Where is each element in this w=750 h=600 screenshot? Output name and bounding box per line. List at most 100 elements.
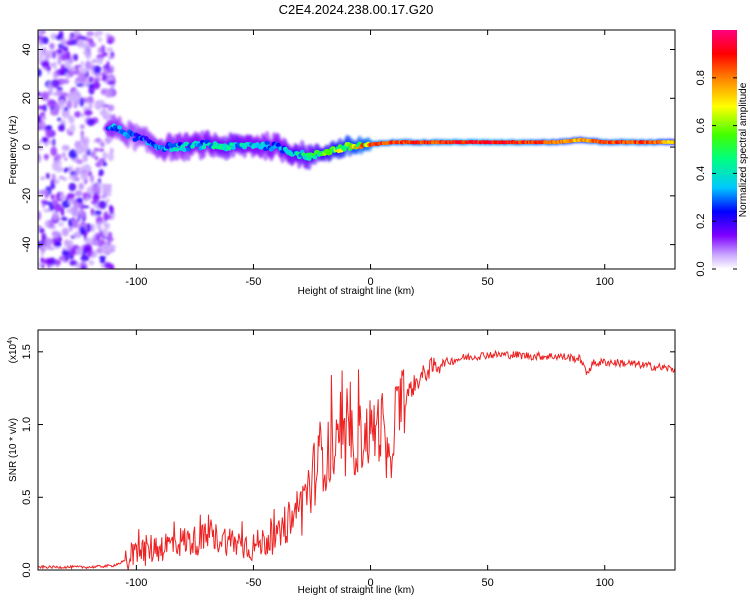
spectrogram-noise-cell <box>84 223 93 233</box>
spectrogram-noise-cell <box>68 175 75 180</box>
spectrogram-noise-cell <box>58 30 64 39</box>
spectrogram-noise-cell <box>67 131 74 136</box>
spectrogram-noise-cell <box>77 39 85 49</box>
spectrogram-noise-cell <box>104 262 112 269</box>
spectrogram-noise-cell <box>79 124 85 130</box>
spectrogram-noise-cell <box>38 142 41 147</box>
spectrogram-noise-cell <box>46 99 56 108</box>
spectrogram-noise-cell <box>74 111 82 118</box>
spectrogram-noise-cell <box>63 157 68 161</box>
spectrogram-noise-cell <box>103 222 110 230</box>
spectrogram-noise-cell <box>54 179 60 185</box>
spectrogram-noise-cell <box>58 175 65 180</box>
spectrogram-noise-cell <box>103 111 112 119</box>
spectrogram-noise-cell <box>96 57 104 65</box>
spectrogram-noise-cell <box>75 177 80 182</box>
spectrogram-noise-cell <box>69 123 76 133</box>
figure-title: C2E4.2024.238.00.17.G20 <box>279 2 434 17</box>
spectrogram-noise-cell <box>72 97 77 106</box>
spectrogram-noise-cell <box>57 55 62 66</box>
snr-x-tick-label: 0 <box>367 577 373 589</box>
spectrogram-noise-cell <box>97 47 102 54</box>
spectrogram-noise-cell <box>107 152 114 162</box>
snr-y-tick-label: 0.0 <box>21 562 33 577</box>
spectrogram-noise-cell <box>94 137 102 143</box>
spectrogram-heatmap <box>38 30 675 269</box>
spectrogram-noise-cell <box>51 230 60 239</box>
spectrogram-noise-cell <box>94 32 100 38</box>
spectrogram-noise-region <box>38 30 117 269</box>
spectrogram-noise-cell <box>91 234 97 239</box>
spectrogram-noise-cell <box>84 61 91 69</box>
spectrogram-noise-cell <box>61 227 70 237</box>
spectrogram-ridge-cell <box>201 145 207 150</box>
spectrogram-noise-cell <box>98 200 107 210</box>
spectrogram-noise-cell <box>108 55 113 60</box>
spectrogram-noise-cell <box>68 35 74 42</box>
spectrogram-ridge-cell <box>143 136 149 141</box>
spectrogram-noise-cell <box>54 259 62 266</box>
spectrogram-noise-cell <box>63 168 69 173</box>
spectrogram-noise-cell <box>92 80 101 90</box>
spectrogram-noise-cell <box>78 182 85 190</box>
spectrogram-noise-cell <box>48 203 55 212</box>
spectrogram-noise-cell <box>38 225 42 229</box>
spectrogram-noise-cell <box>102 161 108 167</box>
spectrogram-noise-cell <box>93 65 102 74</box>
colorbar-tick-label: 0.8 <box>695 70 707 85</box>
spectrogram-noise-cell <box>106 40 113 44</box>
spectrogram-noise-cell <box>38 105 44 110</box>
spectrogram-noise-cell <box>52 75 59 79</box>
spectrogram-noise-cell <box>108 204 113 211</box>
spectrogram-noise-cell <box>68 218 73 228</box>
spectrogram-ridge-cell <box>312 155 318 160</box>
spectrogram-noise-cell <box>38 210 42 221</box>
snr-x-tick-label: -100 <box>125 577 147 589</box>
spectrogram-noise-cell <box>107 80 116 85</box>
spectrogram-noise-cell <box>53 159 62 167</box>
spectrogram-noise-cell <box>42 138 49 142</box>
spectrogram-noise-cell <box>92 77 101 82</box>
spectrogram-noise-cell <box>72 66 76 72</box>
spectrogram-noise-cell <box>71 89 81 100</box>
colorbar-tick-label: 0.4 <box>695 166 707 181</box>
spectrogram-noise-cell <box>100 141 105 148</box>
spectrogram-noise-cell <box>50 181 56 190</box>
snr-x-tick-label: 100 <box>596 577 614 589</box>
snr-y-tick-label: 0.5 <box>21 490 33 505</box>
spectrogram-noise-cell <box>107 104 115 112</box>
spectrogram-noise-cell <box>62 152 66 158</box>
spectrogram-noise-cell <box>81 265 86 269</box>
spectrogram-noise-cell <box>44 220 50 228</box>
spectrogram-noise-cell <box>50 33 58 40</box>
spectrogram-noise-cell <box>83 111 91 116</box>
spectrogram-noise-cell <box>61 249 70 256</box>
spectrogram-noise-cell <box>43 208 52 213</box>
spectrogram-noise-cell <box>81 205 90 209</box>
spectrogram-noise-cell <box>80 113 85 118</box>
spectrogram-noise-cell <box>95 215 103 225</box>
spectrogram-noise-cell <box>69 259 78 266</box>
spectrogram-noise-cell <box>92 192 100 202</box>
spectrogram-noise-cell <box>44 153 48 161</box>
spectrogram-noise-cell <box>89 174 95 183</box>
spectrogram-x-tick-label: -50 <box>246 276 262 288</box>
spectrogram-noise-cell <box>50 194 55 200</box>
spectrogram-noise-cell <box>80 138 89 144</box>
spectrogram-noise-cell <box>106 60 110 71</box>
spectrogram-panel: -100 -50 0 50 100 -40 -20 0 20 40 Height of strai… <box>8 29 676 297</box>
spectrogram-ridge-core <box>105 123 675 161</box>
spectrogram-noise-cell <box>40 176 46 181</box>
spectrogram-noise-cell <box>94 156 98 161</box>
spectrogram-noise-cell <box>86 118 96 127</box>
spectrogram-ridge-cell <box>264 140 270 146</box>
spectrogram-noise-cell <box>105 198 110 203</box>
spectrogram-noise-cell <box>75 83 84 87</box>
spectrogram-noise-cell <box>44 125 53 131</box>
colorbar-gradient <box>712 30 737 269</box>
spectrogram-noise-cell <box>80 143 89 153</box>
spectrogram-y-tick-label: 0 <box>21 144 33 150</box>
spectrogram-noise-cell <box>54 102 61 112</box>
spectrogram-noise-cell <box>107 237 112 244</box>
